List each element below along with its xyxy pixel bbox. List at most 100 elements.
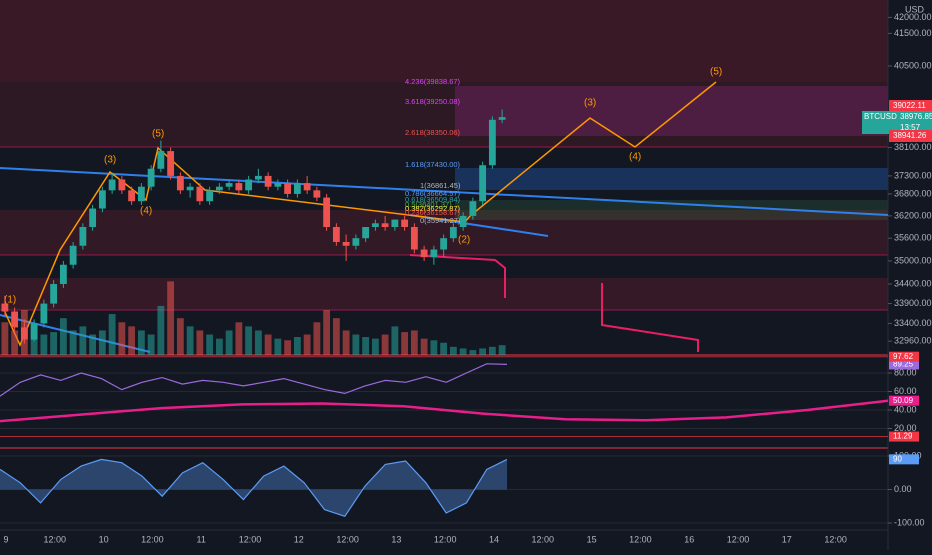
volume-bar (167, 281, 175, 355)
candle-body (488, 119, 496, 166)
area (0, 459, 507, 517)
x-tick-label: 12:00 (824, 534, 847, 544)
y-tick-label: 37300.00 (894, 170, 932, 180)
volume-bar (332, 318, 340, 355)
volume-bar (186, 326, 194, 355)
volume-bar (371, 338, 379, 355)
candle-body (40, 303, 48, 324)
volume-bar (381, 334, 389, 355)
volume-bar (440, 342, 448, 355)
volume-bar (137, 330, 145, 355)
volume-bar (59, 318, 67, 355)
volume-bar (479, 348, 487, 355)
y-tick-label: 38100.00 (894, 142, 932, 152)
volume-bar (147, 334, 155, 355)
wave-label: (4) (140, 206, 152, 217)
wave-label: (5) (152, 129, 164, 140)
volume-bar (50, 332, 58, 355)
x-tick-label: 12:00 (239, 534, 262, 544)
wave-label: (3) (584, 98, 596, 109)
volume-bar (430, 340, 438, 355)
candle-body (479, 165, 487, 202)
wave-path (3, 81, 717, 347)
value-badge (889, 359, 919, 370)
x-tick-label: 12:00 (532, 534, 555, 544)
volume-bar (488, 346, 496, 355)
x-tick-label: 16 (684, 534, 694, 544)
volume-bar (303, 334, 311, 355)
volume-bar (235, 322, 243, 355)
value-label: 11.29 (893, 432, 913, 441)
candle-body (459, 215, 467, 228)
candle-body (323, 197, 331, 228)
price-badge (889, 100, 932, 112)
wave-label: (1) (4, 295, 16, 306)
candle-body (401, 219, 409, 228)
fib-label: 0.786(36664.57) (405, 189, 461, 198)
fib-label: 1.618(37430.00) (405, 160, 461, 169)
y-tick-label: 41500.00 (894, 28, 932, 38)
zone (455, 168, 888, 190)
y-tick-label: 36200.00 (894, 210, 932, 220)
candle-body (274, 183, 282, 187)
candle-body (50, 284, 58, 304)
y-tick-label: 35600.00 (894, 233, 932, 243)
wave-label: (3) (104, 155, 116, 166)
candle-body (118, 179, 126, 191)
volume-bar (79, 326, 87, 355)
value-label: 97.62 (893, 352, 914, 361)
candle-body (196, 186, 204, 202)
symbol-label: BTCUSD (864, 112, 897, 121)
y-tick-label: 33900.00 (894, 298, 932, 308)
volume-bar (69, 330, 77, 355)
candle-body (362, 227, 370, 239)
profile-line (409, 254, 506, 298)
volume-bar (449, 346, 457, 355)
volume-bar (215, 338, 223, 355)
zone (0, 82, 888, 147)
x-tick-label: 12 (294, 534, 304, 544)
volume-bar (313, 322, 321, 355)
candle-body (284, 183, 292, 194)
volume-bar (274, 338, 282, 355)
line (0, 363, 508, 397)
fib-label: 1(36861.45) (420, 181, 461, 190)
candle-body (293, 183, 301, 194)
value-label: 89.25 (893, 360, 914, 369)
fib-label: 4.236(39838.67) (405, 77, 461, 86)
price-label: 39022.11 (893, 101, 926, 110)
y-tick-label: 80.00 (894, 367, 917, 377)
candle-body (449, 227, 457, 239)
candle-body (59, 264, 67, 285)
fib-label: 0(35941.27) (420, 216, 461, 225)
y-tick-label: 40.00 (894, 404, 917, 414)
wave-label: (2) (458, 235, 470, 246)
candle-body (352, 238, 360, 246)
volume-bar (118, 322, 126, 355)
candle-body (303, 183, 311, 191)
y-tick-label: 34400.00 (894, 278, 932, 288)
value-badge (889, 351, 919, 362)
volume-bar (206, 334, 214, 355)
value-label: 50.09 (893, 396, 914, 405)
candle-body (225, 183, 233, 187)
x-tick-label: 15 (587, 534, 597, 544)
volume-bar (98, 330, 106, 355)
volume-bar (362, 337, 370, 355)
volume-bar (323, 310, 331, 355)
fib-label: 0.618(36509.84) (405, 195, 461, 204)
candle-body (11, 311, 19, 328)
y-tick-label: 35000.00 (894, 255, 932, 265)
volume-bar (196, 330, 204, 355)
candle-body (137, 186, 145, 202)
candle-body (128, 190, 136, 202)
y-tick-label: -100.00 (894, 517, 925, 527)
fib-label: 0.5(36401.37) (405, 200, 452, 209)
volume-bar (469, 350, 477, 355)
volume-bar (284, 340, 292, 355)
volume-bar (342, 330, 350, 355)
candle-body (371, 223, 379, 228)
x-tick-label: 10 (99, 534, 109, 544)
volume-bar (264, 334, 272, 355)
